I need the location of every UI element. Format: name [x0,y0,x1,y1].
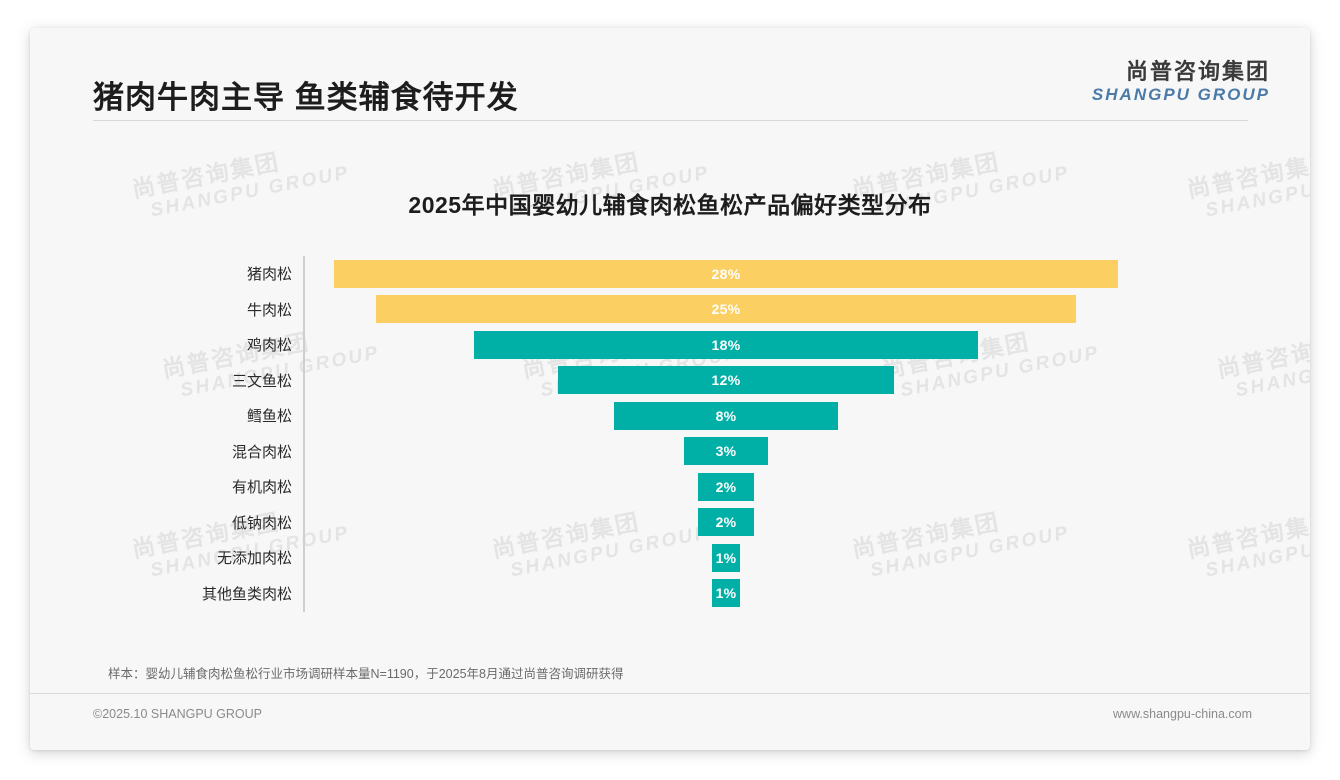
bar-track: 12% [305,363,1305,399]
bar-segment[interactable]: 18% [474,330,978,359]
slide-card: 尚普咨询集团 SHANGPU GROUP 尚普咨询集团 SHANGPU GROUP 尚普… [30,28,1310,750]
bar-segment[interactable]: 28% [334,259,1118,288]
bar-track: 1% [305,576,1305,612]
website-link[interactable]: www.shangpu-china.com [1113,707,1252,721]
slide-footer: 样本：婴幼儿辅食肉松鱼松行业市场调研样本量N=1190，于2025年8月通过尚普… [30,635,1310,750]
bar-segment[interactable]: 25% [376,295,1076,324]
bar-segment[interactable]: 1% [712,579,740,608]
bar-segment[interactable]: 12% [558,366,894,395]
bar-segment[interactable]: 3% [684,437,768,466]
funnel-bar-chart: 猪肉松 28% 牛肉松 25% 鸡肉松 18% 三文鱼松 12% 鳕鱼松 8% 混合肉松 3% 有机肉松… [30,256,1310,616]
bar-track: 2% [305,505,1305,541]
bar-track: 3% [305,434,1305,470]
sample-note: 样本：婴幼儿辅食肉松鱼松行业市场调研样本量N=1190，于2025年8月通过尚普… [108,667,624,681]
footer-divider [30,693,1310,694]
bar-track: 1% [305,540,1305,576]
bar-row: 其他鱼类肉松 1% [30,576,1310,612]
bar-row: 猪肉松 28% [30,256,1310,292]
brand-logo-en: SHANGPU GROUP [1091,84,1270,104]
bar-value-label: 12% [711,372,741,389]
chart-area: 2025年中国婴幼儿辅食肉松鱼松产品偏好类型分布 猪肉松 28% 牛肉松 25% 鸡肉松… [30,128,1310,668]
bar-segment[interactable]: 2% [698,472,754,501]
bar-row: 鳕鱼松 8% [30,398,1310,434]
brand-logo-cn: 尚普咨询集团 [1125,59,1270,84]
category-label: 低钠肉松 [231,514,292,532]
category-label: 鳕鱼松 [246,408,292,426]
category-label: 混合肉松 [231,443,292,461]
bar-row: 牛肉松 25% [30,292,1310,328]
category-label: 其他鱼类肉松 [201,585,292,603]
bar-track: 18% [305,327,1305,363]
bar-row: 混合肉松 3% [30,434,1310,470]
category-label: 无添加肉松 [216,550,292,568]
bar-row: 有机肉松 2% [30,469,1310,505]
chart-title: 2025年中国婴幼儿辅食肉松鱼松产品偏好类型分布 [408,192,932,218]
brand-logo: 尚普咨询集团 SHANGPU GROUP [1092,59,1270,104]
bar-row: 无添加肉松 1% [30,540,1310,576]
bar-track: 28% [305,256,1305,292]
bar-segment[interactable]: 1% [712,543,740,572]
page-title: 猪肉牛肉主导 鱼类辅食待开发 [93,80,519,115]
bar-row: 低钠肉松 2% [30,505,1310,541]
bar-segment[interactable]: 8% [614,401,838,430]
copyright-text: ©2025.10 SHANGPU GROUP [93,707,262,721]
category-axis-line [303,256,305,612]
bar-track: 8% [305,398,1305,434]
bar-value-label: 2% [715,514,737,531]
bar-value-label: 28% [711,265,741,282]
header-divider [93,120,1248,121]
bar-value-label: 3% [715,443,737,460]
category-label: 鸡肉松 [246,337,292,355]
bar-row: 鸡肉松 18% [30,327,1310,363]
bar-value-label: 1% [715,549,737,566]
bar-value-label: 1% [715,585,737,602]
category-label: 猪肉松 [246,266,292,284]
bar-segment[interactable]: 2% [698,508,754,537]
bar-list: 猪肉松 28% 牛肉松 25% 鸡肉松 18% 三文鱼松 12% 鳕鱼松 8% 混合肉松 3% 有机肉松… [30,256,1310,611]
bar-track: 25% [305,292,1305,328]
category-label: 有机肉松 [231,479,292,497]
bar-value-label: 8% [715,407,737,424]
category-label: 三文鱼松 [231,372,292,390]
bar-value-label: 25% [711,301,741,318]
bar-row: 三文鱼松 12% [30,363,1310,399]
bar-value-label: 2% [715,478,737,495]
bar-track: 2% [305,469,1305,505]
slide-header: 猪肉牛肉主导 鱼类辅食待开发 尚普咨询集团 SHANGPU GROUP [30,28,1310,121]
bar-value-label: 18% [711,336,741,353]
category-label: 牛肉松 [246,301,292,319]
